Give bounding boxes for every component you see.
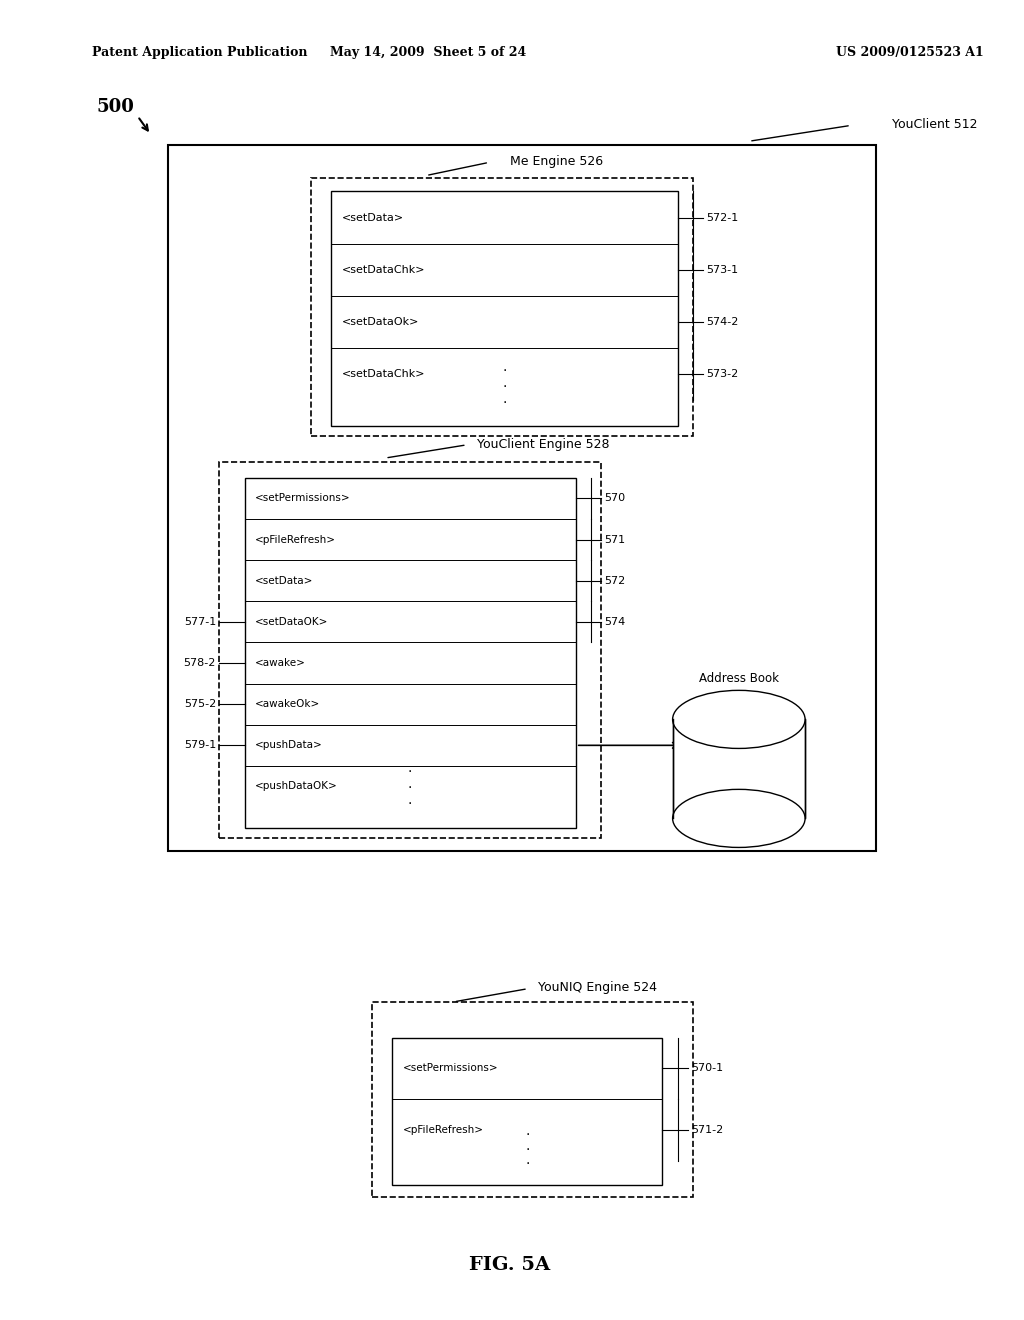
Text: Patent Application Publication: Patent Application Publication — [92, 46, 307, 59]
Text: 574: 574 — [604, 616, 626, 627]
Text: .: . — [525, 1139, 529, 1152]
Text: .: . — [502, 376, 507, 389]
FancyBboxPatch shape — [392, 1038, 663, 1185]
FancyBboxPatch shape — [372, 1002, 693, 1197]
Text: <setDataOK>: <setDataOK> — [255, 616, 328, 627]
Text: May 14, 2009  Sheet 5 of 24: May 14, 2009 Sheet 5 of 24 — [330, 46, 526, 59]
Text: 573-1: 573-1 — [707, 265, 738, 275]
Text: <awake>: <awake> — [255, 659, 305, 668]
Text: 570-1: 570-1 — [691, 1064, 723, 1073]
Text: <setPermissions>: <setPermissions> — [255, 494, 350, 503]
Text: 578-2: 578-2 — [183, 659, 216, 668]
Text: 579-1: 579-1 — [183, 741, 216, 750]
Text: .: . — [408, 777, 413, 791]
Text: .: . — [408, 793, 413, 807]
Text: 575-2: 575-2 — [183, 700, 216, 709]
Text: <setData>: <setData> — [255, 576, 313, 586]
FancyBboxPatch shape — [168, 145, 877, 851]
Text: .: . — [408, 762, 413, 775]
Text: .: . — [502, 392, 507, 405]
Text: YouClient 512: YouClient 512 — [892, 117, 977, 131]
Text: 571: 571 — [604, 535, 626, 545]
Text: <pFileRefresh>: <pFileRefresh> — [255, 535, 336, 545]
Text: <setDataOk>: <setDataOk> — [341, 317, 419, 327]
FancyBboxPatch shape — [245, 478, 575, 828]
FancyBboxPatch shape — [311, 178, 693, 436]
Text: US 2009/0125523 A1: US 2009/0125523 A1 — [836, 46, 983, 59]
Text: FIG. 5A: FIG. 5A — [469, 1255, 550, 1274]
Text: 571-2: 571-2 — [691, 1125, 723, 1135]
FancyBboxPatch shape — [331, 191, 678, 426]
Text: <pFileRefresh>: <pFileRefresh> — [402, 1125, 483, 1135]
Text: <pushDataOK>: <pushDataOK> — [255, 781, 338, 792]
Text: Address Book: Address Book — [698, 672, 779, 685]
Text: .: . — [525, 1154, 529, 1167]
FancyBboxPatch shape — [673, 719, 805, 818]
Text: 572: 572 — [604, 576, 626, 586]
Text: YouClient Engine 528: YouClient Engine 528 — [477, 438, 609, 451]
Text: 572-1: 572-1 — [707, 213, 738, 223]
Ellipse shape — [673, 789, 805, 847]
Text: .: . — [502, 360, 507, 374]
Ellipse shape — [673, 690, 805, 748]
Text: <setDataChk>: <setDataChk> — [341, 265, 425, 275]
Text: 573-2: 573-2 — [707, 370, 738, 379]
FancyBboxPatch shape — [219, 462, 601, 838]
Text: Me Engine 526: Me Engine 526 — [510, 154, 603, 168]
Text: YouNIQ Engine 524: YouNIQ Engine 524 — [538, 981, 657, 994]
Text: 577-1: 577-1 — [183, 616, 216, 627]
Text: 514: 514 — [728, 690, 750, 704]
Text: .: . — [525, 1125, 529, 1138]
Text: <setData>: <setData> — [341, 213, 403, 223]
Text: <setDataChk>: <setDataChk> — [341, 370, 425, 379]
Text: 570: 570 — [604, 494, 626, 503]
Text: <awakeOk>: <awakeOk> — [255, 700, 321, 709]
Text: <setPermissions>: <setPermissions> — [402, 1064, 498, 1073]
Text: 574-2: 574-2 — [707, 317, 738, 327]
Text: 500: 500 — [97, 98, 135, 116]
Text: <pushData>: <pushData> — [255, 741, 323, 750]
